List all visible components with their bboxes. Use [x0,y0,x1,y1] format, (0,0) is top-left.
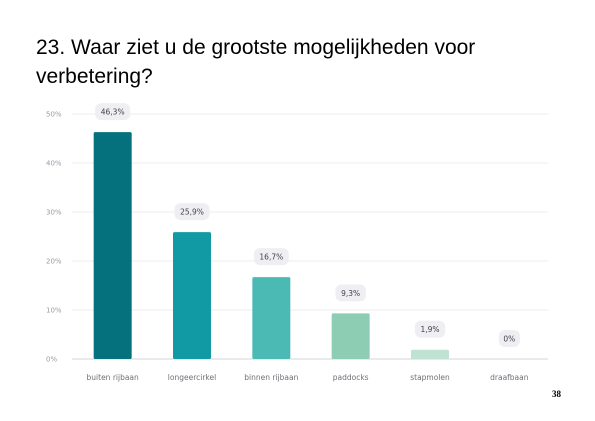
category-label: paddocks [333,373,369,382]
bar [331,313,370,359]
data-label-pill [335,284,366,302]
category-label: longeercirkel [168,373,216,382]
y-tick-label: 30% [46,209,62,217]
y-tick-label: 20% [46,258,62,266]
bar [173,232,211,359]
data-label-pill [253,248,289,266]
data-label: 1,9% [420,325,439,334]
y-tick-label: 10% [46,307,62,315]
y-tick-label: 50% [46,111,62,119]
slide-title-line-2: verbetering? [36,65,153,88]
category-label: draafbaan [490,373,529,382]
data-label-pill [414,320,446,338]
data-label-pill [95,103,131,121]
category-label: binnen rijbaan [244,373,298,382]
category-label: stapmolen [410,373,450,382]
category-label: buiten rijbaan [87,373,139,382]
data-label: 25,9% [180,208,204,217]
data-label: 16,7% [259,253,283,262]
bar [252,277,291,359]
data-label: 0% [503,335,515,344]
data-label-pill [174,203,210,221]
data-label-pill [498,330,520,347]
y-tick-label: 0% [46,356,57,364]
y-tick-label: 40% [46,160,62,168]
page-number: 38 [552,389,561,399]
bar [93,132,132,359]
bar [411,349,449,359]
slide-title: 23. Waar ziet u de grootste mogelijkhede… [36,33,556,91]
data-label: 9,3% [341,289,360,298]
slide-title-line-1: 23. Waar ziet u de grootste mogelijkhede… [36,36,476,59]
data-label: 46,3% [101,108,125,117]
